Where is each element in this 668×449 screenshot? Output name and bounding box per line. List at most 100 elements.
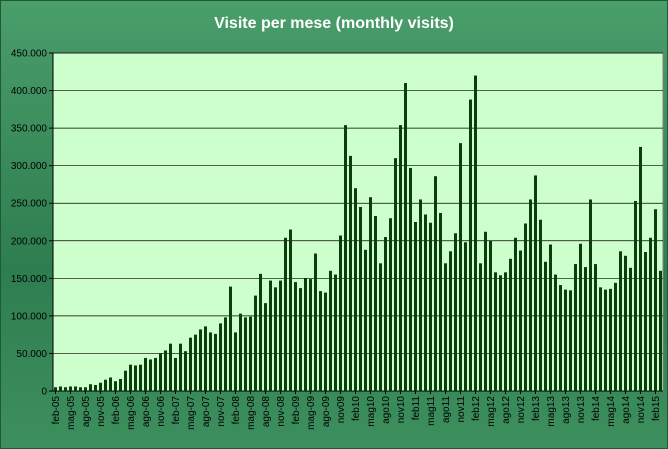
- bar: [154, 357, 157, 391]
- bar: [84, 387, 87, 391]
- y-tick-label: 50.000: [16, 349, 47, 360]
- bar: [439, 212, 442, 391]
- bar: [204, 326, 207, 391]
- x-tick-label: feb14: [591, 396, 602, 421]
- bar: [114, 381, 117, 391]
- bar: [624, 255, 627, 391]
- bar: [339, 235, 342, 391]
- x-tick-label: nov-06: [156, 396, 167, 427]
- bar: [249, 316, 252, 391]
- bar: [529, 199, 532, 391]
- x-tick-label: feb15: [651, 396, 662, 421]
- bar: [649, 237, 652, 391]
- bar: [589, 199, 592, 391]
- bar: [74, 386, 77, 391]
- bar: [284, 237, 287, 391]
- bar: [184, 351, 187, 391]
- bar: [134, 365, 137, 391]
- y-tick-label: 100.000: [11, 311, 48, 322]
- bar: [509, 258, 512, 391]
- bar: [319, 291, 322, 391]
- y-tick-label: 400.000: [11, 86, 48, 97]
- bar: [604, 289, 607, 391]
- x-tick-label: feb11: [411, 396, 422, 421]
- bar: [654, 209, 657, 391]
- bar: [524, 223, 527, 391]
- bar: [104, 379, 107, 391]
- y-tick-label: 0: [41, 387, 47, 398]
- bar: [554, 274, 557, 391]
- bar: [129, 364, 132, 391]
- bar: [109, 377, 112, 391]
- bar: [69, 386, 72, 391]
- bar: [429, 222, 432, 391]
- bar: [79, 387, 82, 391]
- bar: [454, 233, 457, 391]
- bar: [364, 249, 367, 391]
- bar: [399, 125, 402, 392]
- bar: [159, 353, 162, 391]
- bar: [289, 229, 292, 391]
- bar: [359, 206, 362, 391]
- bar: [409, 167, 412, 391]
- bar: [224, 317, 227, 391]
- bar: [214, 333, 217, 391]
- chart-title: Visite per mese (monthly visits): [214, 15, 454, 32]
- bar: [234, 332, 237, 391]
- bar: [614, 282, 617, 391]
- x-tick-label: feb-09: [291, 396, 302, 425]
- bar: [494, 272, 497, 391]
- bar: [299, 288, 302, 391]
- x-tick-label: ago-09: [321, 396, 332, 428]
- x-tick-label: ago-08: [261, 396, 272, 428]
- x-tick-label: ago11: [441, 396, 452, 424]
- bar: [629, 267, 632, 391]
- x-tick-label: ago14: [621, 396, 632, 424]
- x-tick-label: mag12: [486, 396, 497, 427]
- x-tick-label: nov-05: [96, 396, 107, 427]
- bar: [189, 337, 192, 391]
- bar: [559, 285, 562, 391]
- bar: [609, 288, 612, 391]
- bar: [349, 155, 352, 391]
- bar: [199, 329, 202, 391]
- y-tick-label: 200.000: [11, 236, 48, 247]
- x-tick-label: nov10: [396, 396, 407, 424]
- bar: [469, 99, 472, 392]
- bar: [474, 75, 477, 392]
- bar: [464, 242, 467, 391]
- bar: [569, 290, 572, 391]
- bar: [549, 244, 552, 391]
- bar: [544, 261, 547, 391]
- x-tick-label: feb10: [351, 396, 362, 421]
- bar: [459, 143, 462, 391]
- bar: [219, 323, 222, 391]
- bar: [594, 264, 597, 391]
- bar: [274, 287, 277, 391]
- bar: [324, 292, 327, 391]
- bar: [179, 343, 182, 391]
- x-tick-label: mag-06: [126, 396, 137, 430]
- bar: [579, 243, 582, 391]
- bar: [414, 222, 417, 391]
- bar: [314, 253, 317, 391]
- bar: [449, 251, 452, 391]
- x-tick-label: feb-08: [231, 396, 242, 425]
- bar: [539, 219, 542, 391]
- bar: [344, 125, 347, 392]
- x-tick-label: ago-06: [141, 396, 152, 428]
- bar: [54, 387, 57, 391]
- bar: [119, 378, 122, 391]
- x-tick-label: nov13: [576, 396, 587, 424]
- bar: [279, 280, 282, 391]
- bar: [244, 317, 247, 391]
- x-tick-label: ago12: [501, 396, 512, 424]
- x-tick-label: nov-07: [216, 396, 227, 427]
- bar: [434, 176, 437, 391]
- x-tick-label: mag-08: [246, 396, 257, 430]
- x-tick-label: nov14: [636, 396, 647, 424]
- bar: [259, 273, 262, 391]
- x-tick-label: feb13: [531, 396, 542, 421]
- bar: [229, 286, 232, 391]
- y-tick-label: 450.000: [11, 49, 48, 60]
